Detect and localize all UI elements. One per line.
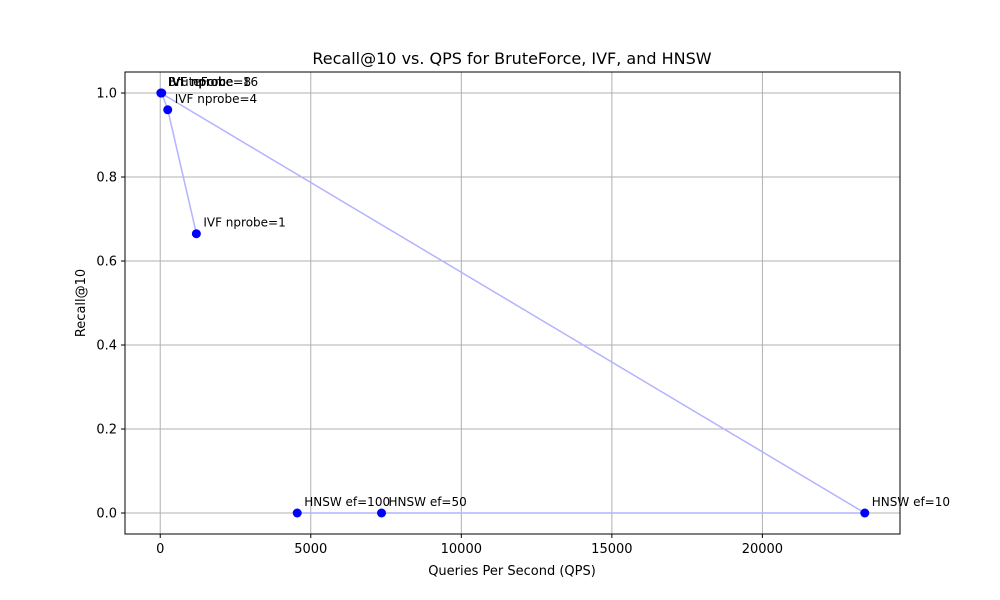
data-point-label: IVF nprobe=8 bbox=[169, 75, 251, 89]
x-tick-label: 0 bbox=[156, 542, 164, 557]
y-tick-label: 0.0 bbox=[96, 507, 117, 522]
y-axis-label: Recall@10 bbox=[74, 269, 89, 337]
x-axis-label: Queries Per Second (QPS) bbox=[428, 564, 596, 579]
y-tick-label: 0.6 bbox=[96, 255, 117, 270]
y-tick-label: 1.0 bbox=[96, 87, 117, 102]
y-tick-label: 0.8 bbox=[96, 171, 117, 186]
data-points bbox=[156, 88, 870, 518]
y-tick-label: 0.4 bbox=[96, 339, 117, 354]
data-point-label: HNSW ef=10 bbox=[872, 495, 950, 509]
data-point-label: IVF nprobe=16 bbox=[168, 75, 258, 89]
x-tick-label: 15000 bbox=[591, 542, 632, 557]
data-point bbox=[163, 105, 173, 115]
x-tick-label: 10000 bbox=[441, 542, 482, 557]
data-point bbox=[377, 508, 387, 518]
plot-frame bbox=[124, 71, 901, 535]
data-point-label: IVF nprobe=4 bbox=[175, 92, 257, 106]
data-point-label: HNSW ef=100 bbox=[304, 495, 390, 509]
x-tick-label: 5000 bbox=[294, 542, 327, 557]
data-point-label: IVF nprobe=1 bbox=[203, 216, 285, 230]
data-point-label: HNSW ef=50 bbox=[389, 495, 467, 509]
data-point bbox=[157, 88, 167, 98]
data-point bbox=[292, 508, 302, 518]
data-point bbox=[191, 229, 201, 239]
x-tick-label: 20000 bbox=[742, 542, 783, 557]
y-tick-label: 0.2 bbox=[96, 423, 117, 438]
y-axis-ticks: 0.0 0.2 0.4 0.6 0.8 1.0 bbox=[96, 87, 125, 522]
chart-title: Recall@10 vs. QPS for BruteForce, IVF, a… bbox=[312, 49, 711, 68]
data-point bbox=[860, 508, 870, 518]
data-point-label: BruteForce bbox=[168, 75, 233, 89]
x-axis-ticks: 0 5000 10000 15000 20000 bbox=[156, 534, 783, 557]
